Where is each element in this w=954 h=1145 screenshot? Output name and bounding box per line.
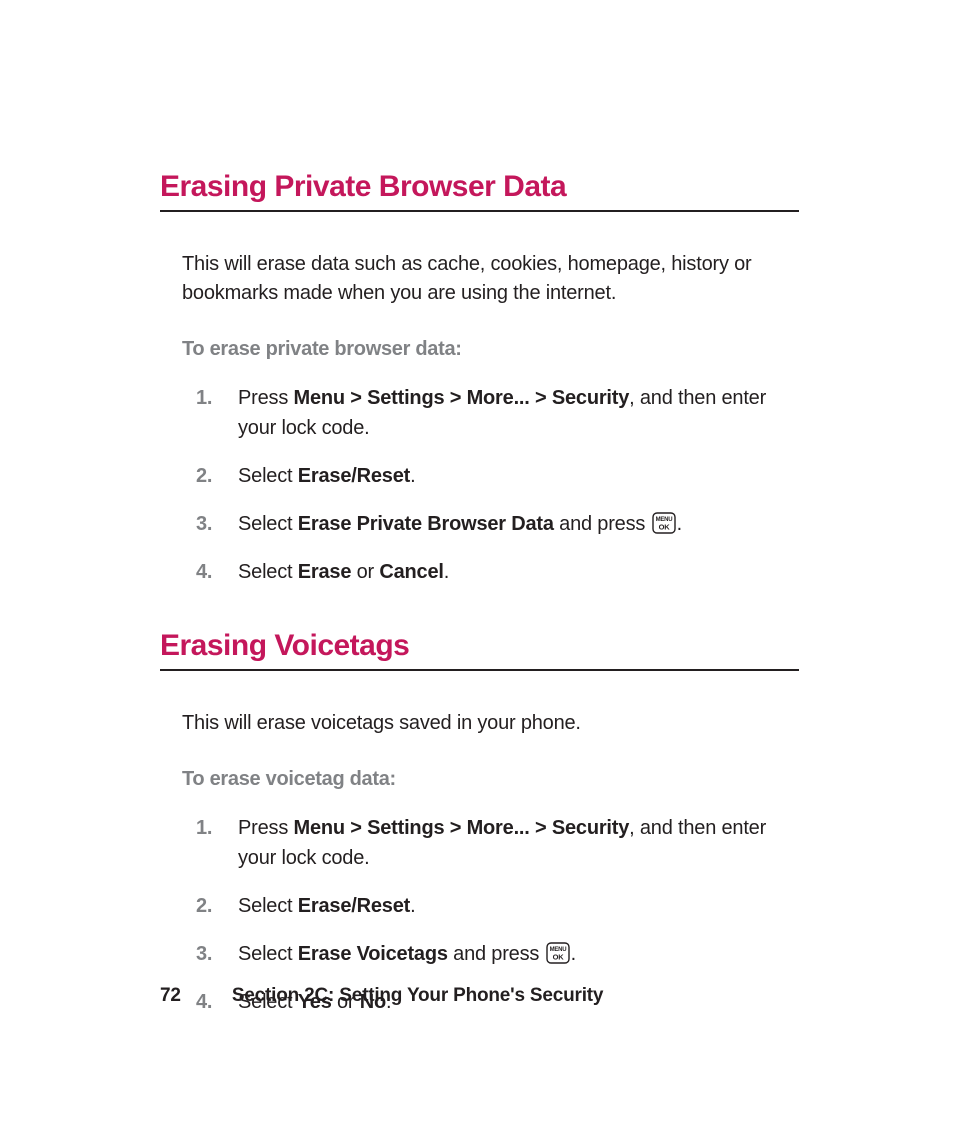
step-text-bold: Erase [298,561,352,583]
menu-ok-key-icon: MENU OK [651,512,677,534]
step-text: . [571,943,576,965]
step-item: 3. Select Erase Private Browser Data and … [196,509,799,539]
step-text: or [351,561,379,583]
step-item: 2. Select Erase/Reset. [196,461,799,491]
step-text-bold: Erase/Reset [298,895,410,917]
step-number: 3. [196,509,212,539]
step-list: 1. Press Menu > Settings > More... > Secu… [196,383,799,587]
step-text: Select [238,943,298,965]
step-text: . [410,895,415,917]
step-text: Press [238,387,293,409]
step-item: 3. Select Erase Voicetags and press MENU … [196,939,799,969]
step-text-bold: Menu > Settings > More... > Security [293,387,629,409]
step-text-bold: Cancel [379,561,443,583]
step-text: Select [238,465,298,487]
section-heading: Erasing Private Browser Data [160,170,799,212]
step-text: . [677,513,682,535]
svg-text:OK: OK [658,523,670,532]
svg-text:OK: OK [552,953,564,962]
section-subhead: To erase private browser data: [182,338,799,361]
step-text-bold: Erase Voicetags [298,943,448,965]
step-item: 4. Select Erase or Cancel. [196,557,799,587]
step-text-bold: Erase Private Browser Data [298,513,554,535]
step-text-bold: Erase/Reset [298,465,410,487]
step-text: and press [448,943,545,965]
step-number: 4. [196,557,212,587]
page-footer: 72 Section 2C: Setting Your Phone's Secu… [160,985,603,1007]
section-heading: Erasing Voicetags [160,629,799,671]
step-number: 2. [196,461,212,491]
step-text: . [410,465,415,487]
section-intro: This will erase data such as cache, cook… [182,250,799,308]
step-text: and press [554,513,651,535]
step-item: 1. Press Menu > Settings > More... > Secu… [196,813,799,873]
step-number: 1. [196,813,212,843]
step-number: 2. [196,891,212,921]
step-text: Press [238,817,293,839]
step-text-bold: Menu > Settings > More... > Security [293,817,629,839]
step-number: 1. [196,383,212,413]
step-text: Select [238,513,298,535]
section-label: Section 2C: Setting Your Phone's Securit… [232,985,603,1006]
section-intro: This will erase voicetags saved in your … [182,709,799,738]
step-text: . [444,561,449,583]
step-item: 2. Select Erase/Reset. [196,891,799,921]
step-text: Select [238,561,298,583]
step-number: 3. [196,939,212,969]
step-item: 1. Press Menu > Settings > More... > Secu… [196,383,799,443]
section-subhead: To erase voicetag data: [182,768,799,791]
step-text: Select [238,895,298,917]
page-number: 72 [160,985,181,1007]
menu-ok-key-icon: MENU OK [545,942,571,964]
